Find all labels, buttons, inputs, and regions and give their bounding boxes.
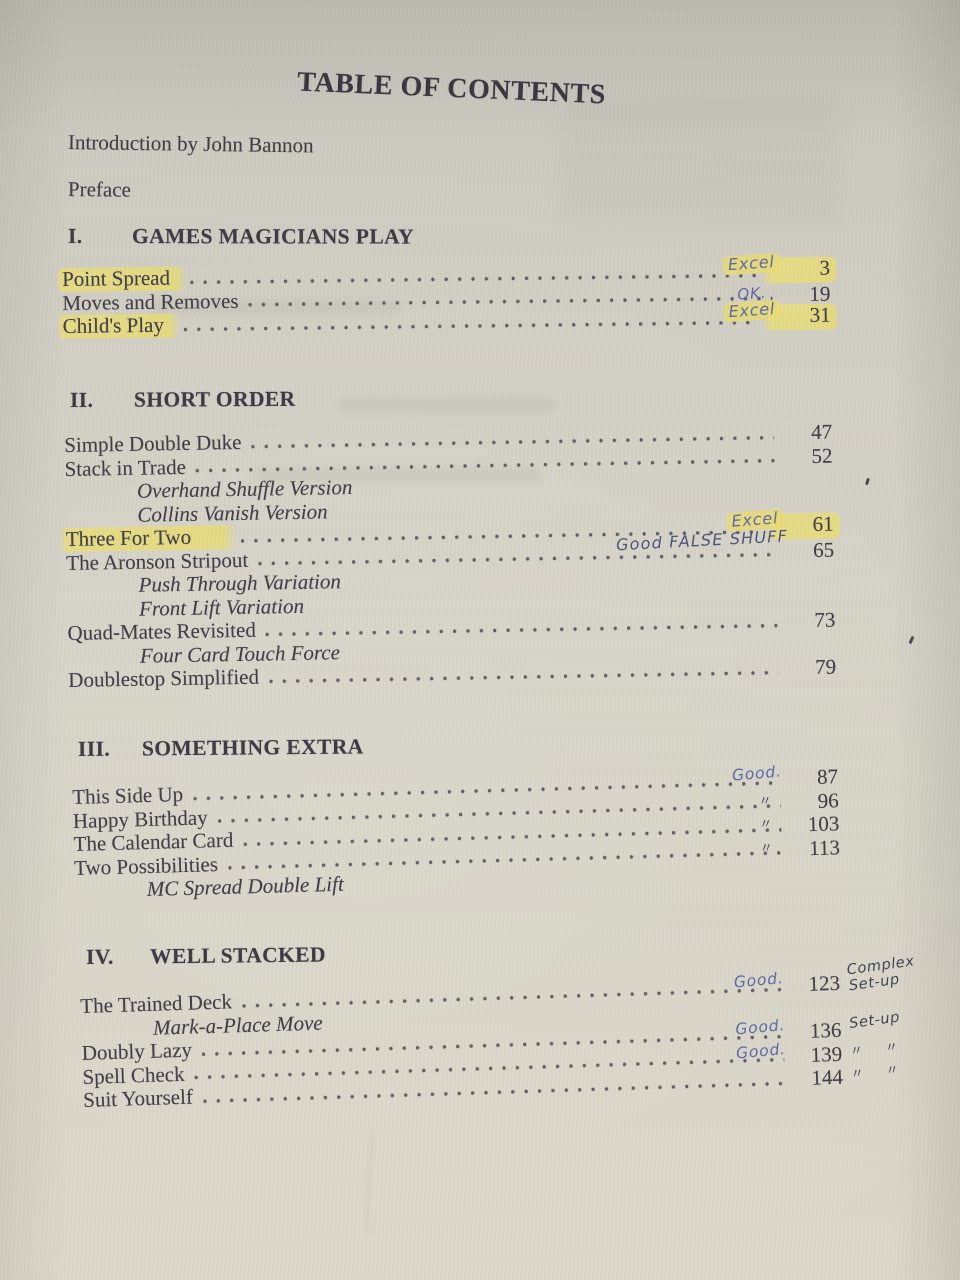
dot-leader: [248, 295, 773, 308]
front-matter-preface: Preface: [67, 177, 132, 202]
toc-entry-title: Suit Yourself: [82, 1084, 194, 1112]
handwritten-ditto-mark: 〃: [758, 793, 773, 809]
toc-entries-section-3: This Side Up Good. 87 Happy Birthday 〃 9…: [72, 762, 841, 903]
section-numeral: I.: [67, 224, 83, 249]
toc-entries-section-2: Simple Double Duke 47 Stack in Trade 52 …: [59, 419, 840, 693]
section-numeral: IV.: [85, 944, 114, 969]
section-numeral: II.: [69, 387, 94, 412]
paper-crease: [365, 1130, 373, 1235]
dot-leader: [269, 669, 779, 684]
section-numeral: III.: [77, 736, 111, 761]
page-number: 96: [817, 787, 839, 813]
page-number: 123: [808, 970, 841, 996]
page-number: 52: [811, 443, 833, 468]
dot-leader: [202, 1080, 786, 1104]
page-number: 87: [816, 764, 839, 789]
toc-entry-title highlighted: Child's Play: [56, 313, 181, 339]
page-number: 139: [810, 1041, 843, 1067]
toc-subentry-title: Front Lift Variation: [138, 593, 305, 621]
page-number: 73: [814, 607, 836, 632]
pen-mark: [908, 635, 915, 645]
show-through-smudge: [560, 100, 840, 220]
toc-entries-section-4: The Trained Deck Good. 123 Complex Set-u…: [80, 953, 916, 1113]
dot-leader: [183, 318, 759, 333]
section-heading: I. GAMES MAGICIANS PLAY: [68, 224, 414, 250]
page-number: 136: [809, 1017, 842, 1043]
section-heading-text: WELL STACKED: [149, 942, 326, 969]
handwritten-ditto-marks: 〃 〃: [849, 1038, 908, 1059]
handwritten-ditto-mark: 〃: [759, 817, 774, 833]
toc-entry-title: Simple Double Duke: [63, 429, 242, 457]
handwritten-annotation: Good.: [735, 1039, 787, 1062]
section-heading-text: SOMETHING EXTRA: [141, 734, 364, 761]
handwritten-ditto-marks: 〃 〃: [850, 1061, 909, 1083]
page-number: 103: [807, 811, 840, 837]
toc-entry-title: Doublestop Simplified: [68, 664, 260, 692]
toc-entry-title highlighted: Point Spread: [56, 266, 187, 292]
section-heading-text: GAMES MAGICIANS PLAY: [131, 224, 414, 249]
handwritten-margin-note: Complex Set-up: [845, 953, 916, 994]
section-heading: II. SHORT ORDER: [70, 387, 296, 413]
handwritten-ditto-mark: 〃: [759, 840, 775, 856]
page-number: 79: [814, 654, 837, 679]
page-title: TABLE OF CONTENTS: [296, 66, 607, 111]
section-heading-text: SHORT ORDER: [133, 386, 296, 412]
toc-entries-section-1: Point Spread Excel 3 Moves and Removes O…: [56, 252, 837, 339]
dot-leader: [190, 271, 759, 285]
section-heading: III. SOMETHING EXTRA: [78, 735, 364, 762]
toc-subentry-title: Collins Vanish Version: [137, 498, 328, 527]
pen-mark: [864, 477, 871, 486]
section-heading: IV. WELL STACKED: [86, 942, 326, 970]
handwritten-margin-note: Set-up: [848, 1009, 901, 1033]
page-number: 47: [810, 419, 833, 444]
toc-entry-title: Moves and Removes: [62, 288, 239, 315]
toc-subentry-title: MC Spread Double Lift: [146, 871, 345, 902]
show-through-smudge: [340, 398, 555, 413]
page-number: 144: [811, 1064, 844, 1090]
page-number: 113: [808, 834, 841, 860]
front-matter-introduction: Introduction by John Bannon: [67, 130, 314, 158]
